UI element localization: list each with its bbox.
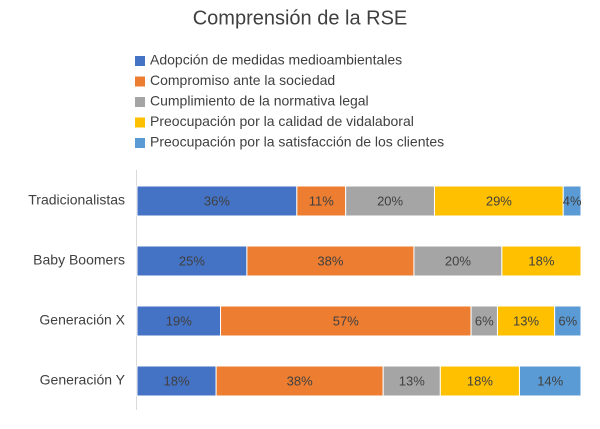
legend-swatch	[135, 56, 145, 66]
data-label: 18%	[528, 253, 554, 268]
y-tick-label: Tradicionalistas	[28, 192, 125, 208]
y-tick-label: Generación X	[39, 312, 125, 328]
bar-segment	[439, 365, 520, 397]
data-label: 6%	[475, 313, 494, 328]
data-label: 19%	[166, 313, 192, 328]
bar-segment	[136, 305, 222, 337]
bar-segment	[296, 185, 347, 217]
bar-segment	[518, 365, 582, 397]
legend-label: Preocupación por la calidad de vidalabor…	[150, 113, 414, 129]
legend-swatch	[135, 97, 145, 107]
data-label: 18%	[467, 373, 493, 388]
data-label: 38%	[287, 373, 313, 388]
bar-segment	[470, 305, 498, 337]
data-label: 29%	[486, 193, 512, 208]
y-tick-label: Generación Y	[40, 372, 126, 388]
data-label: 6%	[558, 313, 577, 328]
data-label: 20%	[377, 193, 403, 208]
bar-segment	[345, 185, 435, 217]
data-label: 14%	[537, 373, 563, 388]
bar-segment	[562, 185, 582, 217]
data-label: 20%	[445, 253, 471, 268]
data-label: 25%	[179, 253, 205, 268]
bar-segment	[554, 305, 582, 337]
data-label: 38%	[317, 253, 343, 268]
bar-segment	[246, 245, 415, 277]
bar-segment	[136, 365, 217, 397]
legend-label: Preocupación por la satisfacción de los …	[150, 134, 444, 150]
data-label: 4%	[563, 193, 582, 208]
bar-segment	[433, 185, 564, 217]
legend-label: Compromiso ante la sociedad	[150, 72, 335, 88]
data-label: 13%	[399, 373, 425, 388]
legend-swatch	[135, 117, 145, 128]
bar-segment	[382, 365, 441, 397]
legend-swatch	[135, 76, 145, 87]
bar-segment	[136, 185, 298, 217]
data-label: 11%	[309, 193, 334, 208]
legend-label: Cumplimiento de la normativa legal	[150, 93, 369, 109]
data-label: 36%	[204, 193, 230, 208]
legend-label: Adopción de medidas medioambientales	[150, 52, 402, 68]
data-label: 18%	[164, 373, 190, 388]
data-label: 57%	[333, 313, 359, 328]
bar-segment	[136, 245, 248, 277]
chart-title: Comprensión de la RSE	[193, 7, 408, 29]
bar-segment	[501, 245, 582, 277]
data-label: 13%	[513, 313, 539, 328]
y-tick-label: Baby Boomers	[33, 252, 125, 268]
legend-swatch	[135, 138, 145, 148]
bar-segment	[215, 365, 384, 397]
